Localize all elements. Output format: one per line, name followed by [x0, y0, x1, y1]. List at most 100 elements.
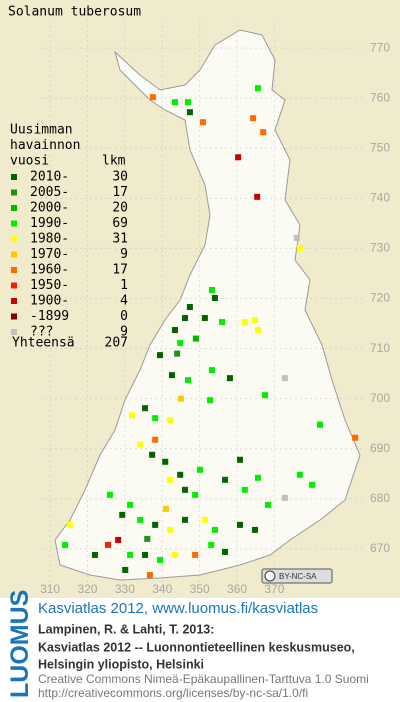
legend-swatch — [11, 313, 17, 320]
occurrence — [167, 526, 174, 533]
occurrence — [122, 566, 129, 573]
link[interactable]: Kasviatlas 2012, www.luomus.fi/kasviatla… — [38, 600, 318, 617]
x-tick-label: 370 — [264, 582, 284, 596]
occurrence — [127, 551, 134, 558]
occurrence — [296, 244, 303, 251]
occurrence — [137, 516, 144, 523]
legend-count: 1 — [120, 278, 128, 293]
occurrence — [162, 458, 169, 465]
occurrence — [281, 494, 288, 501]
occurrence — [149, 94, 156, 101]
occurrence — [281, 375, 288, 382]
x-tick-label: 330 — [115, 582, 135, 596]
occurrence — [241, 486, 248, 493]
occurrence — [127, 501, 134, 508]
badge-box — [261, 568, 333, 584]
legend-swatch — [11, 236, 17, 242]
occurrence — [146, 571, 153, 578]
occurrence — [192, 335, 199, 342]
occurrence — [241, 319, 248, 326]
occurrence — [182, 486, 189, 493]
legend-swatch — [11, 267, 17, 273]
occurrence — [265, 501, 272, 508]
occurrence — [201, 516, 208, 523]
occurrence — [66, 521, 73, 528]
occurrence — [182, 315, 189, 322]
cc-icon — [264, 570, 276, 582]
y-tick-label: 760 — [370, 90, 390, 104]
occurrence — [177, 395, 184, 402]
legend-swatch — [11, 298, 17, 304]
legend-count: 30 — [112, 170, 128, 185]
occurrence — [185, 99, 192, 106]
legend-label: 1990- — [30, 216, 69, 231]
x-tick-label: 350 — [190, 582, 210, 596]
y-tick-label: 690 — [370, 441, 390, 455]
occurrence — [235, 154, 242, 161]
x-tick-label: 340 — [152, 582, 172, 596]
occurrence — [182, 516, 189, 523]
occurrence — [152, 521, 159, 528]
points — [62, 85, 359, 578]
occurrence — [254, 327, 261, 334]
occurrence — [152, 415, 159, 422]
y-tick-label: 680 — [370, 491, 390, 505]
occurrence — [293, 234, 300, 241]
occurrence — [192, 551, 199, 558]
occurrence — [119, 511, 126, 518]
legend-label: -1899 — [30, 309, 69, 324]
occurrence — [128, 412, 135, 419]
y-tick-label: 710 — [370, 341, 390, 355]
occurrence — [142, 551, 149, 558]
occurrence — [167, 476, 174, 483]
occurrence — [186, 109, 193, 116]
occurrence — [142, 405, 149, 412]
legend-label: 2010- — [30, 170, 69, 185]
legend-heading: vuosi — [10, 154, 49, 169]
occurrence — [185, 377, 192, 384]
occurrence — [309, 481, 316, 488]
legend-heading: Uusimman — [10, 123, 73, 138]
occurrence — [226, 375, 233, 382]
legend-label: 1900- — [30, 294, 69, 309]
cc-badge: BY-NC-SA — [261, 568, 333, 584]
total-count: 207 — [105, 336, 128, 351]
occurrence — [171, 551, 178, 558]
occurrence — [208, 286, 215, 293]
occurrence — [162, 505, 169, 512]
occurrence — [171, 99, 178, 106]
legend-swatch — [11, 220, 17, 227]
legend-count: 69 — [112, 216, 128, 231]
legend-count: 9 — [120, 247, 128, 262]
y-tick-label: 730 — [370, 241, 390, 255]
y-tick-label: 740 — [370, 191, 390, 205]
occurrence — [262, 392, 269, 399]
occurrence — [296, 471, 303, 478]
occurrence — [62, 541, 69, 548]
license-url[interactable]: http://creativecommons.org/licenses/by-n… — [38, 686, 308, 700]
occurrence — [192, 491, 199, 498]
y-tick-label: 770 — [370, 40, 390, 54]
legend-count: 0 — [120, 309, 128, 324]
occurrence — [167, 417, 174, 424]
occurrence — [260, 129, 267, 136]
y-tick-label: 670 — [370, 541, 390, 555]
legend-count-heading: lkm — [102, 154, 126, 169]
legend-count: 17 — [112, 185, 128, 200]
citation: Kasviatlas 2012 -- Luonnontieteellinen k… — [38, 640, 355, 654]
occurrence — [197, 466, 203, 473]
occurrence — [254, 193, 261, 200]
occurrence — [144, 535, 151, 542]
occurrence — [237, 521, 243, 528]
occurrence — [222, 548, 229, 555]
legend-label: 1960- — [30, 263, 69, 278]
total-label: Yhteensä — [12, 336, 75, 351]
x-tick-label: 310 — [40, 582, 60, 596]
occurrence — [157, 352, 163, 359]
occurrence — [177, 471, 184, 478]
occurrence — [91, 551, 98, 558]
logo: LUOMUS — [6, 590, 34, 698]
occurrence — [207, 397, 214, 404]
grid — [40, 20, 365, 582]
